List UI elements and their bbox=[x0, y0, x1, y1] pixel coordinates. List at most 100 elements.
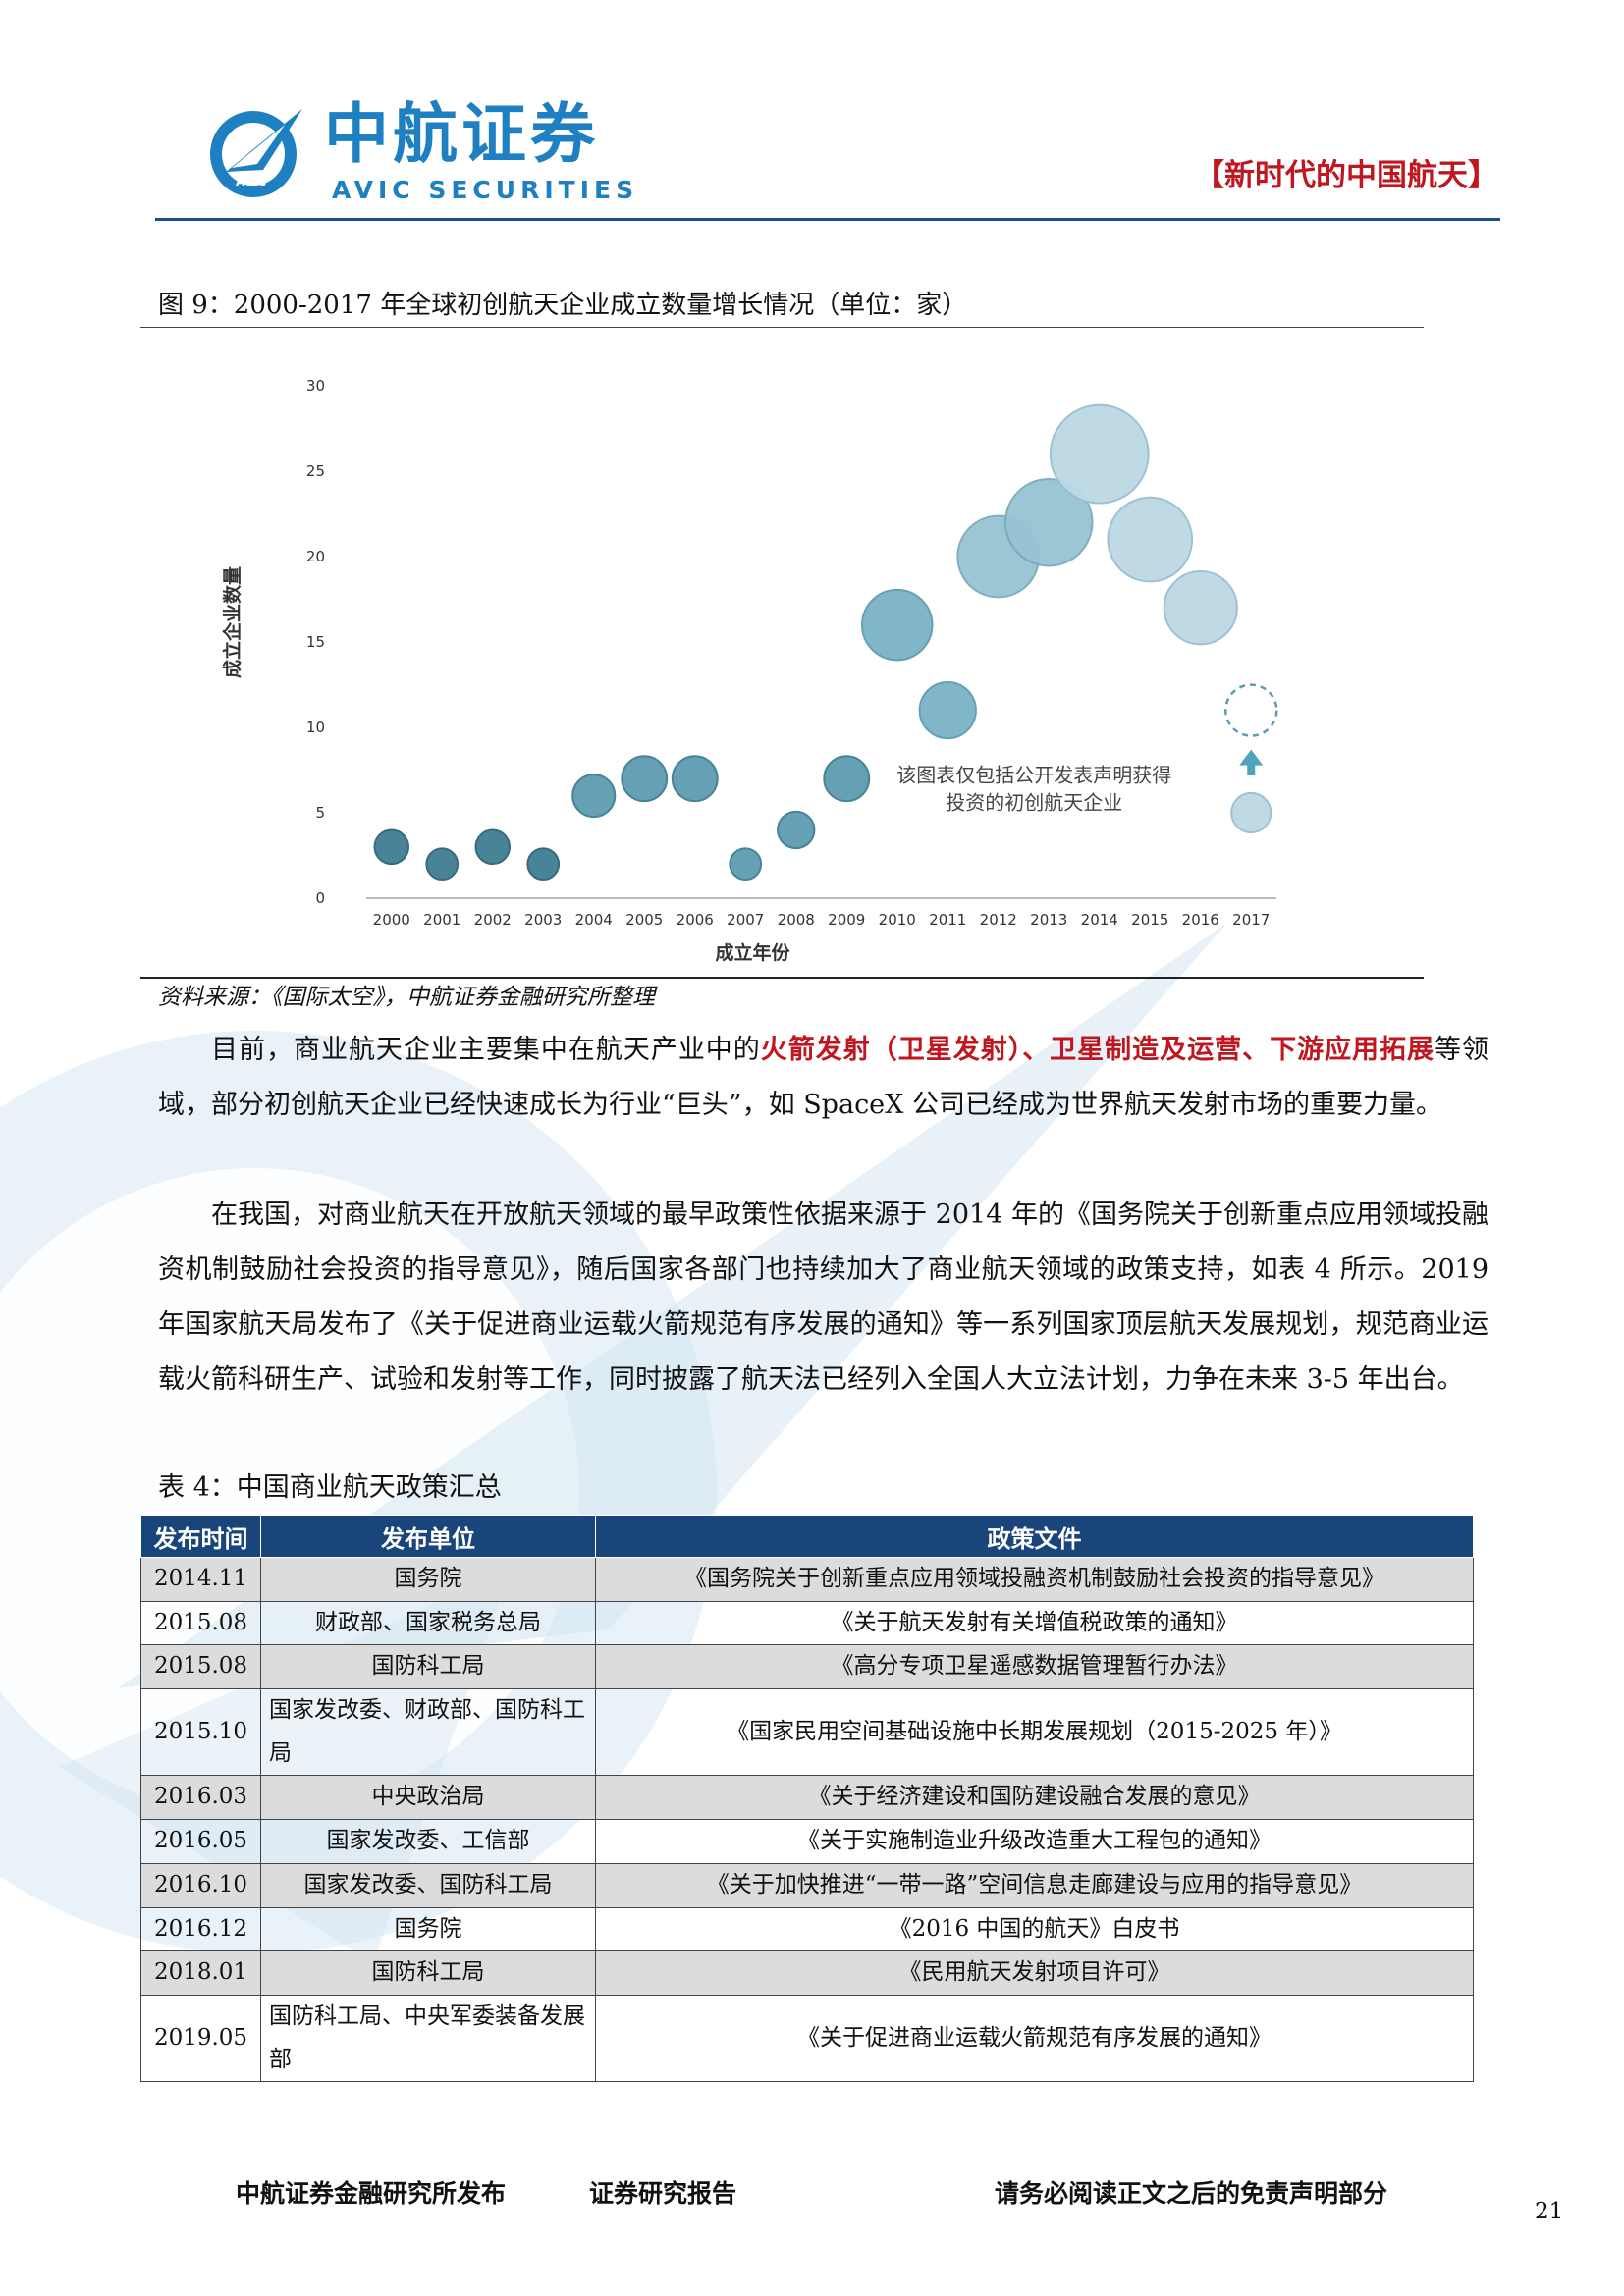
y-tick-label: 25 bbox=[306, 462, 325, 480]
table-row: 2014.11 国务院 《国务院关于创新重点应用领域投融资机制鼓励社会投资的指导… bbox=[140, 1557, 1474, 1602]
table-row: 2018.01 国防科工局 《民用航天发射项目许可》 bbox=[140, 1950, 1474, 1996]
x-tick-label: 2014 bbox=[1081, 911, 1118, 929]
cell-date: 2019.05 bbox=[140, 1994, 261, 2083]
cell-unit: 财政部、国家税务总局 bbox=[260, 1600, 596, 1646]
policy-table: 发布时间 发布单位 政策文件 2014.11 国务院 《国务院关于创新重点应用领… bbox=[140, 1515, 1474, 2083]
cell-unit: 国务院 bbox=[260, 1906, 596, 1952]
cell-unit: 国家发改委、工信部 bbox=[260, 1819, 596, 1864]
cell-date: 2015.08 bbox=[140, 1600, 261, 1646]
logo-icon: AVIC bbox=[210, 109, 302, 197]
data-bubble bbox=[621, 755, 669, 803]
logo-badge-text: AVIC bbox=[236, 175, 266, 188]
table-row: 2016.10 国家发改委、国防科工局 《关于加快推进“一带一路”空间信息走廊建… bbox=[140, 1862, 1474, 1908]
data-bubble bbox=[918, 680, 977, 740]
data-bubble bbox=[571, 774, 617, 819]
x-axis-title: 成立年份 bbox=[715, 941, 790, 964]
cell-date: 2015.10 bbox=[140, 1688, 261, 1777]
figure-top-rule bbox=[140, 327, 1424, 328]
brand-name-cn: 中航证券 bbox=[324, 96, 599, 172]
cell-doc: 《2016 中国的航天》白皮书 bbox=[595, 1906, 1474, 1952]
data-bubble bbox=[1163, 570, 1238, 646]
x-tick-label: 2007 bbox=[727, 911, 764, 929]
x-tick-label: 2016 bbox=[1182, 911, 1219, 929]
y-tick-label: 10 bbox=[306, 719, 325, 736]
table-caption: 表 4：中国商业航天政策汇总 bbox=[158, 1472, 502, 1503]
cell-doc: 《民用航天发射项目许可》 bbox=[595, 1950, 1474, 1996]
table-row: 2016.03 中央政治局 《关于经济建设和国防建设融合发展的意见》 bbox=[140, 1775, 1474, 1821]
bubble-chart: 0 5 10 15 20 25 30 2000 2001 2002 2003 2004 2005 2006… bbox=[221, 377, 1278, 964]
cell-date: 2015.08 bbox=[140, 1644, 261, 1690]
y-tick-label: 30 bbox=[306, 377, 325, 395]
x-tick-label: 2013 bbox=[1030, 911, 1067, 929]
data-bubble bbox=[373, 828, 410, 866]
cell-doc: 《关于航天发射有关增值税政策的通知》 bbox=[595, 1600, 1474, 1646]
footer-report-type: 证券研究报告 bbox=[589, 2179, 737, 2208]
table-row: 2015.10 国家发改委、财政部、国防科工局 《国家民用空间基础设施中长期发展… bbox=[140, 1688, 1474, 1777]
cell-doc: 《关于经济建设和国防建设融合发展的意见》 bbox=[595, 1775, 1474, 1821]
cell-unit: 国防科工局 bbox=[260, 1950, 596, 1996]
chart-annotation: 该图表仅包括公开发表声明获得 bbox=[896, 764, 1171, 787]
arrow-shaft bbox=[1247, 763, 1256, 775]
header-divider bbox=[155, 218, 1500, 221]
x-tick-label: 2000 bbox=[373, 911, 410, 929]
figure-source: 资料来源：《国际太空》，中航证券金融研究所整理 bbox=[158, 985, 655, 1010]
data-bubble bbox=[861, 588, 934, 662]
data-bubble bbox=[1004, 477, 1094, 567]
table-row: 2016.12 国务院 《2016 中国的航天》白皮书 bbox=[140, 1906, 1474, 1952]
figure-caption: 图 9：2000-2017 年全球初创航天企业成立数量增长情况（单位：家） bbox=[158, 291, 968, 320]
cell-doc: 《关于促进商业运载火箭规范有序发展的通知》 bbox=[595, 1994, 1474, 2083]
table-row: 2019.05 国防科工局、中央军委装备发展部 《关于促进商业运载火箭规范有序发… bbox=[140, 1994, 1474, 2083]
col-header-doc: 政策文件 bbox=[595, 1515, 1474, 1558]
x-tick-label: 2010 bbox=[879, 911, 916, 929]
x-tick-label: 2004 bbox=[575, 911, 613, 929]
cell-doc: 《关于实施制造业升级改造重大工程包的通知》 bbox=[595, 1819, 1474, 1864]
y-tick-label: 5 bbox=[315, 804, 325, 822]
x-tick-label: 2001 bbox=[423, 911, 460, 929]
data-bubble bbox=[474, 828, 512, 866]
x-tick-label: 2005 bbox=[625, 911, 663, 929]
col-header-unit: 发布单位 bbox=[260, 1515, 596, 1558]
data-bubble bbox=[425, 847, 460, 881]
cell-doc: 《国家民用空间基础设施中长期发展规划（2015-2025 年）》 bbox=[595, 1688, 1474, 1777]
brand-name-en: AVIC SECURITIES bbox=[332, 176, 639, 204]
footer-disclaimer: 请务必阅读正文之后的免责声明部分 bbox=[995, 2179, 1388, 2208]
p1-highlight: 火箭发射（卫星发射）、卫星制造及运营、下游应用拓展 bbox=[760, 1035, 1435, 1065]
footer-publisher: 中航证券金融研究所发布 bbox=[236, 2179, 507, 2208]
paragraph-1: 目前，商业航天企业主要集中在航天产业中的火箭发射（卫星发射）、卫星制造及运营、下… bbox=[158, 1023, 1489, 1133]
x-tick-label: 2002 bbox=[474, 911, 512, 929]
p1-text-end: 等领域，部分初创航天企业已经快速成长为行业“巨头”，如 SpaceX 公司已经成… bbox=[158, 1035, 1489, 1120]
x-tick-label: 2009 bbox=[828, 911, 865, 929]
data-bubble bbox=[1049, 403, 1150, 505]
figure-bottom-rule bbox=[140, 977, 1424, 979]
cell-date: 2016.03 bbox=[140, 1775, 261, 1821]
table-row: 2016.05 国家发改委、工信部 《关于实施制造业升级改造重大工程包的通知》 bbox=[140, 1819, 1474, 1864]
cell-date: 2016.05 bbox=[140, 1819, 261, 1864]
paragraph-2: 在我国，对商业航天在开放航天领域的最早政策性依据来源于 2014 年的《国务院关… bbox=[158, 1188, 1489, 1408]
y-tick-label: 15 bbox=[306, 633, 325, 651]
cell-unit: 国防科工局、中央军委装备发展部 bbox=[260, 1994, 596, 2083]
y-tick-label: 0 bbox=[315, 889, 325, 907]
cell-doc: 《关于加快推进“一带一路”空间信息走廊建设与应用的指导意见》 bbox=[595, 1862, 1474, 1908]
cell-unit: 国务院 bbox=[260, 1557, 596, 1602]
data-bubble bbox=[823, 755, 871, 803]
p2-text: 在我国，对商业航天在开放航天领域的最早政策性依据来源于 2014 年的《国务院关… bbox=[158, 1200, 1489, 1395]
report-series-tag: 【新时代的中国航天】 bbox=[1194, 158, 1498, 193]
data-bubble bbox=[671, 755, 719, 803]
col-header-date: 发布时间 bbox=[140, 1515, 261, 1558]
y-tick-label: 20 bbox=[306, 548, 325, 565]
cell-doc: 《高分专项卫星遥感数据管理暂行办法》 bbox=[595, 1644, 1474, 1690]
x-tick-label: 2008 bbox=[778, 911, 815, 929]
chart-annotation: 投资的初创航天企业 bbox=[946, 791, 1122, 815]
projected-bubble bbox=[1224, 683, 1278, 737]
x-tick-label: 2011 bbox=[929, 911, 966, 929]
table-header-row: 发布时间 发布单位 政策文件 bbox=[140, 1515, 1474, 1558]
cell-unit: 国家发改委、财政部、国防科工局 bbox=[260, 1688, 596, 1777]
cell-date: 2014.11 bbox=[140, 1557, 261, 1602]
table-row: 2015.08 财政部、国家税务总局 《关于航天发射有关增值税政策的通知》 bbox=[140, 1600, 1474, 1646]
arrow-head bbox=[1239, 749, 1264, 766]
x-tick-label: 2015 bbox=[1131, 911, 1168, 929]
x-tick-label: 2006 bbox=[677, 911, 714, 929]
y-axis-title: 成立企业数量 bbox=[221, 566, 244, 678]
data-bubble bbox=[526, 847, 561, 881]
cell-date: 2016.12 bbox=[140, 1906, 261, 1952]
